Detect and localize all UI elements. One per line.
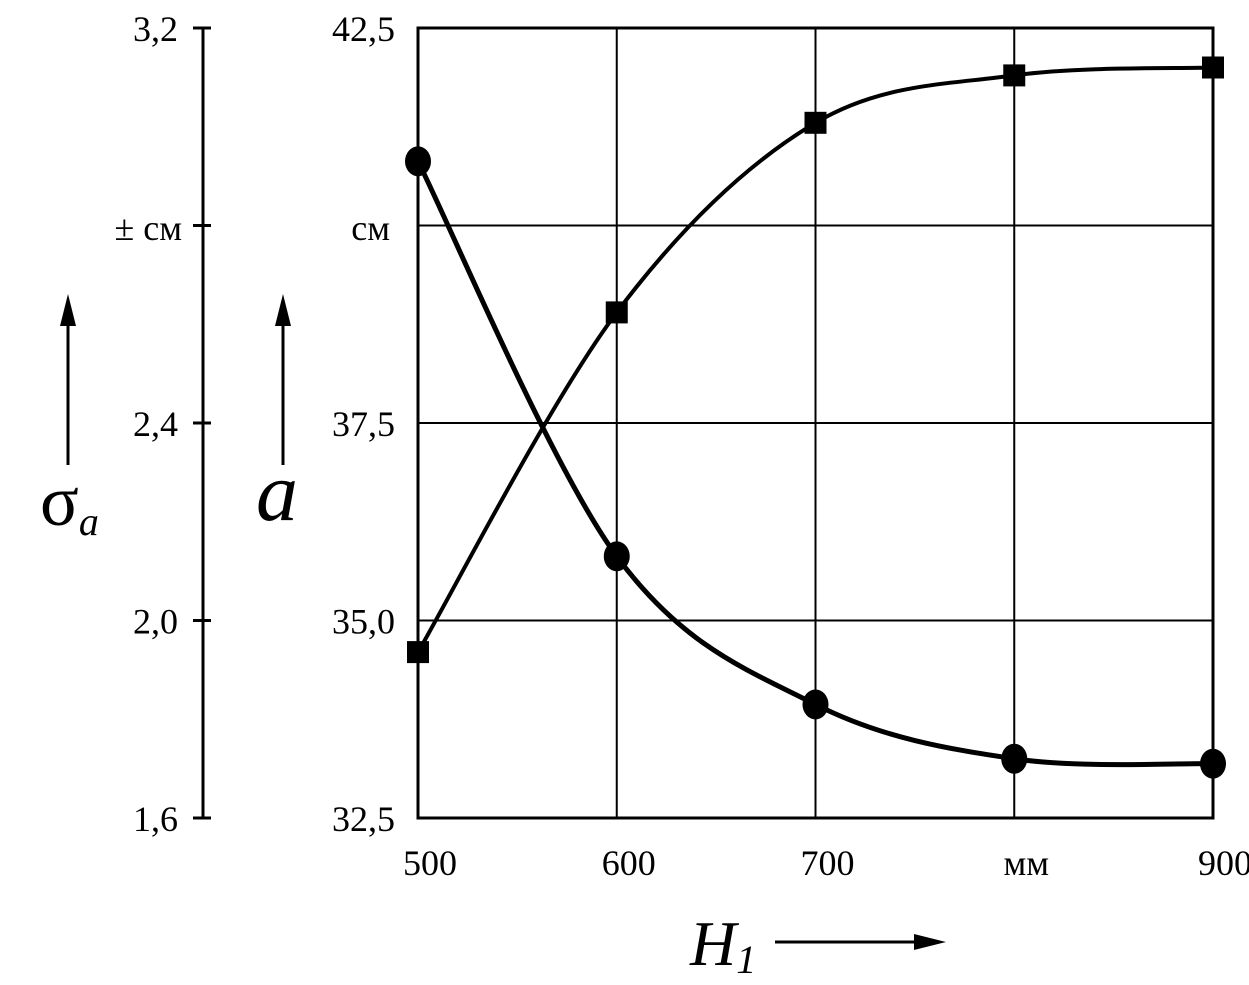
series-sigma-line xyxy=(415,160,1214,768)
a-tick-label: 35,0 xyxy=(332,602,395,642)
x-axis-ticks: 500 600 700 мм 900 xyxy=(403,843,1249,883)
a-axis-unit: см xyxy=(351,208,390,248)
series-a-line xyxy=(416,65,1214,654)
markers xyxy=(405,56,1226,779)
series-a-point xyxy=(1202,56,1224,79)
series-a-point xyxy=(1003,64,1026,87)
a-axis: 42,5 37,5 35,0 32,5 см a xyxy=(256,9,395,839)
series-a-point xyxy=(605,301,628,324)
a-tick-label: 32,5 xyxy=(332,799,395,839)
series-a-point xyxy=(407,641,429,664)
sigma-axis-unit: ± см xyxy=(114,208,182,248)
series-sigma-point xyxy=(802,689,829,720)
series-sigma-point xyxy=(1001,743,1028,774)
a-axis-ticks: 42,5 37,5 35,0 32,5 xyxy=(332,9,395,839)
series-a-point xyxy=(804,111,827,134)
a-axis-label: a xyxy=(256,446,298,539)
sigma-tick-label: 2,0 xyxy=(133,602,178,642)
plot-area xyxy=(405,26,1226,820)
sigma-arrow-icon xyxy=(60,294,76,326)
sigma-axis-ticks: 3,2 2,4 2,0 1,6 xyxy=(133,9,211,839)
a-tick-label: 42,5 xyxy=(332,9,395,49)
a-arrow-icon xyxy=(275,294,291,326)
x-tick-label: 600 xyxy=(602,843,656,883)
sigma-tick-label: 2,4 xyxy=(133,404,178,444)
x-tick-label: мм xyxy=(1003,843,1049,883)
x-axis-label: H1 xyxy=(689,908,756,982)
a-tick-label: 37,5 xyxy=(332,404,395,444)
x-tick-label: 500 xyxy=(403,843,457,883)
x-tick-label: 900 xyxy=(1198,843,1249,883)
sigma-tick-label: 1,6 xyxy=(133,799,178,839)
sigma-axis-label: σa xyxy=(40,461,99,544)
x-tick-label: 700 xyxy=(801,843,855,883)
series-sigma-point xyxy=(1200,748,1226,779)
series-sigma-point xyxy=(405,146,431,177)
grid xyxy=(418,28,1213,818)
x-arrow-icon xyxy=(914,934,946,950)
sigma-tick-label: 3,2 xyxy=(133,9,178,49)
plot-frame xyxy=(416,26,1215,820)
sigma-axis: 3,2 2,4 2,0 1,6 ± см σa xyxy=(40,9,211,839)
x-axis: 500 600 700 мм 900 H1 xyxy=(403,843,1249,982)
series-sigma-point xyxy=(603,541,630,572)
